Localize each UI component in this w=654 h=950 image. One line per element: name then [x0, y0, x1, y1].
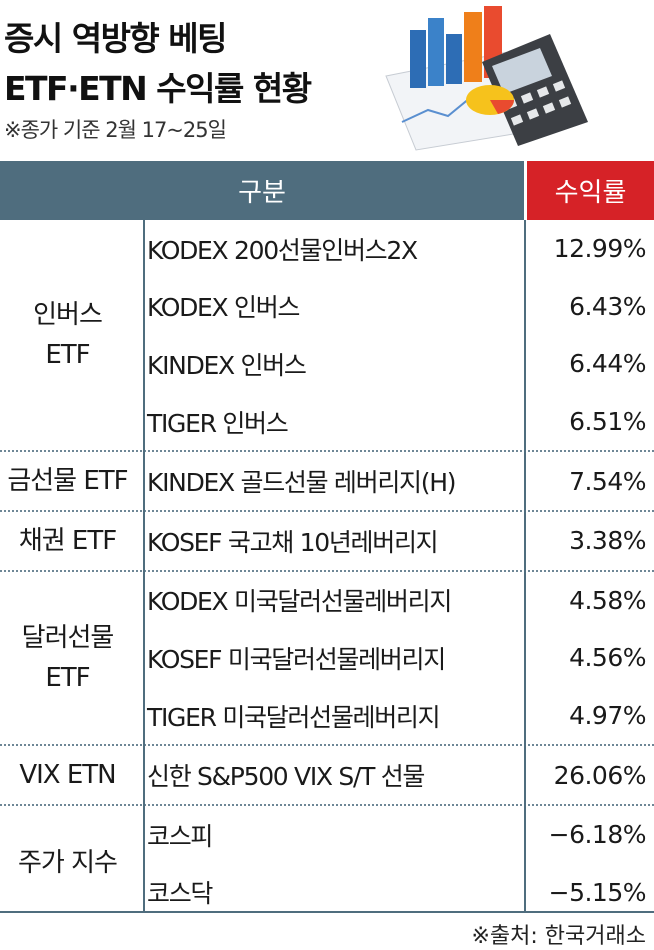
fund-name: KODEX 인버스	[147, 293, 300, 323]
group-stock-index: 주가 지수 코스피 −6.18% 코스닥 −5.15%	[0, 803, 654, 922]
group-inverse-etf: 인버스 ETF KODEX 200선물인버스2X 12.99% KODEX 인버…	[0, 220, 654, 450]
table-row: KOSEF 미국달러선물레버리지 4.56%	[135, 629, 654, 687]
fund-name: KOSEF 미국달러선물레버리지	[147, 644, 446, 674]
table-row: KODEX 인버스 6.43%	[135, 278, 654, 336]
fund-name: KOSEF 국고채 10년레버리지	[147, 527, 439, 557]
fund-name: KODEX 200선물인버스2X	[147, 235, 418, 265]
return-value: 12.99%	[553, 234, 647, 264]
group-label: 주가 지수	[18, 848, 118, 879]
return-value: 4.58%	[569, 585, 646, 615]
return-value: 6.44%	[569, 349, 646, 379]
return-value: −5.15%	[548, 877, 647, 907]
return-value: 6.51%	[569, 407, 646, 437]
return-value: 6.43%	[569, 291, 646, 321]
index-name: 코스닥	[147, 879, 213, 909]
return-value: 7.54%	[569, 466, 646, 496]
group-label: 달러선물 ETF	[21, 622, 115, 693]
column-divider	[524, 220, 526, 911]
group-label: VIX ETN	[19, 759, 116, 790]
group-label: 금선물 ETF	[7, 466, 128, 497]
fund-name: TIGER 미국달러선물레버리지	[147, 702, 441, 732]
group-bond-etf: 채권 ETF KOSEF 국고채 10년레버리지 3.38%	[0, 509, 654, 570]
table-row: KINDEX 골드선물 레버리지(H) 7.54%	[135, 452, 654, 510]
returns-table: 인버스 ETF KODEX 200선물인버스2X 12.99% KODEX 인버…	[0, 220, 654, 921]
group-gold-etf: 금선물 ETF KINDEX 골드선물 레버리지(H) 7.54%	[0, 450, 654, 510]
group-label: 채권 ETF	[18, 525, 117, 556]
header-category: 구분	[0, 161, 524, 220]
return-value: −6.18%	[548, 820, 647, 850]
fund-name: KODEX 미국달러선물레버리지	[147, 587, 452, 617]
source-note: ※출처: 한국거래소	[471, 924, 646, 949]
group-vix-etn: VIX ETN 신한 S&P500 VIX S/T 선물 26.06%	[0, 744, 654, 804]
table-row: 코스닥 −5.15%	[135, 864, 654, 922]
table-row: 코스피 −6.18%	[135, 806, 654, 864]
fund-name: TIGER 인버스	[147, 408, 289, 438]
table-bottom-rule	[0, 911, 654, 913]
table-row: 신한 S&P500 VIX S/T 선물 26.06%	[135, 746, 654, 804]
header-return: 수익률	[527, 161, 654, 220]
finance-illustration	[385, 6, 588, 151]
table-row: TIGER 인버스 6.51%	[135, 393, 654, 451]
column-divider	[143, 220, 145, 911]
fund-name: KINDEX 골드선물 레버리지(H)	[147, 468, 456, 498]
table-row: KODEX 미국달러선물레버리지 4.58%	[135, 572, 654, 630]
return-value: 4.56%	[569, 643, 646, 673]
fund-name: 신한 S&P500 VIX S/T 선물	[147, 762, 425, 792]
index-name: 코스피	[147, 821, 213, 851]
table-row: KINDEX 인버스 6.44%	[135, 335, 654, 393]
return-value: 26.06%	[553, 760, 647, 790]
fund-name: KINDEX 인버스	[147, 350, 307, 380]
return-value: 4.97%	[569, 701, 646, 731]
title-line-1: 증시 역방향 베팅	[4, 19, 228, 58]
title-line-2: ETF·ETN 수익률 현황	[4, 69, 312, 108]
table-row: KODEX 200선물인버스2X 12.99%	[135, 220, 654, 278]
table-row: KOSEF 국고채 10년레버리지 3.38%	[135, 512, 654, 570]
group-label: 인버스 ETF	[33, 299, 103, 371]
group-dollar-futures-etf: 달러선물 ETF KODEX 미국달러선물레버리지 4.58% KOSEF 미국…	[0, 569, 654, 745]
return-value: 3.38%	[569, 526, 646, 556]
table-row: TIGER 미국달러선물레버리지 4.97%	[135, 687, 654, 745]
date-note: ※종가 기준 2월 17~25일	[4, 118, 227, 142]
